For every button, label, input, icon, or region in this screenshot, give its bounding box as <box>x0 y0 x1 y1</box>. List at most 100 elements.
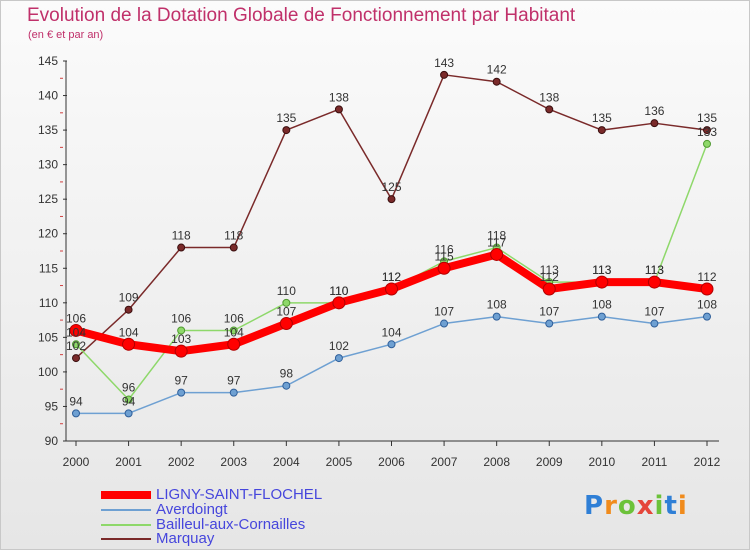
data-label: 118 <box>487 229 506 243</box>
data-point <box>545 319 554 328</box>
data-point <box>334 105 343 114</box>
data-label: 138 <box>539 90 559 104</box>
data-point <box>387 340 396 349</box>
data-label: 107 <box>644 305 664 319</box>
data-label: 113 <box>592 263 611 277</box>
legend-swatch-bailleul <box>101 524 151 526</box>
legend-swatch-ligny <box>101 491 151 499</box>
data-point <box>332 296 346 310</box>
data-label: 97 <box>227 374 241 388</box>
data-point <box>279 317 293 331</box>
data-label: 107 <box>539 305 559 319</box>
data-point <box>490 247 504 261</box>
data-label: 110 <box>329 284 348 298</box>
legend-label-averdoingt: Averdoingt <box>156 501 228 518</box>
data-point <box>282 126 291 135</box>
data-label: 135 <box>697 111 717 125</box>
y-tick-label: 130 <box>38 158 58 172</box>
data-point <box>122 337 136 351</box>
legend-swatch-marquay <box>101 538 151 540</box>
data-point <box>72 409 80 418</box>
data-label: 116 <box>435 242 454 256</box>
data-point <box>437 261 451 275</box>
data-point <box>703 312 711 321</box>
data-label: 115 <box>435 249 454 263</box>
data-point <box>69 323 83 337</box>
data-point <box>595 275 609 289</box>
series-ligny-saint-flochel <box>69 247 714 358</box>
data-label: 106 <box>171 311 191 325</box>
data-point <box>440 70 449 79</box>
x-tick-label: 2008 <box>483 455 510 469</box>
data-point <box>177 243 186 252</box>
data-label: 113 <box>645 263 664 277</box>
data-label: 102 <box>329 339 349 353</box>
data-label: 104 <box>66 325 86 339</box>
data-point <box>177 326 186 335</box>
legend-label-ligny: LIGNY-SAINT-FLOCHEL <box>156 486 323 503</box>
data-label: 98 <box>280 367 294 381</box>
data-label: 94 <box>69 394 83 408</box>
data-point <box>703 139 711 148</box>
legend-label-marquay: Marquay <box>156 530 215 547</box>
legend-swatch-averdoingt <box>101 509 151 511</box>
y-tick-label: 120 <box>38 227 58 241</box>
chart-subtitle: (en € et par an) <box>28 29 104 41</box>
y-tick-label: 110 <box>39 296 58 310</box>
data-point <box>174 344 188 358</box>
x-tick-label: 2012 <box>694 455 721 469</box>
legend-item-bailleul: Bailleul-aux-Cornailles <box>101 516 361 533</box>
data-point <box>597 312 606 321</box>
series-averdoingt <box>72 312 711 418</box>
x-tick-label: 2010 <box>588 455 615 469</box>
x-tick-label: 2003 <box>220 455 247 469</box>
data-label: 94 <box>122 394 136 408</box>
y-tick-label: 100 <box>38 365 58 379</box>
data-label: 106 <box>66 311 86 325</box>
y-tick-label: 125 <box>38 192 58 206</box>
y-tick-label: 90 <box>45 434 59 448</box>
series-marquay <box>72 70 711 363</box>
data-label: 136 <box>644 104 664 118</box>
data-label: 97 <box>174 374 188 388</box>
y-tick-label: 135 <box>38 123 58 137</box>
data-label: 125 <box>381 180 401 194</box>
data-label: 135 <box>592 111 612 125</box>
logo-letter: t <box>664 491 678 521</box>
data-label: 112 <box>382 270 401 284</box>
x-tick-label: 2009 <box>536 455 563 469</box>
data-point <box>124 395 133 404</box>
x-tick-label: 2007 <box>431 455 458 469</box>
data-label: 112 <box>382 270 401 284</box>
data-point <box>387 195 396 204</box>
data-point <box>72 354 80 363</box>
data-label: 108 <box>697 298 717 312</box>
data-label: 113 <box>540 263 559 277</box>
data-label: 107 <box>276 305 296 319</box>
data-label: 104 <box>224 325 244 339</box>
data-point <box>700 282 714 296</box>
y-tick-label: 140 <box>38 89 58 103</box>
data-point <box>124 409 133 418</box>
data-label: 113 <box>592 263 611 277</box>
legend-item-ligny: LIGNY-SAINT-FLOCHEL <box>101 486 361 503</box>
data-point <box>647 275 661 289</box>
data-label: 96 <box>122 381 136 395</box>
data-label: 104 <box>381 325 401 339</box>
data-label: 108 <box>592 298 612 312</box>
x-tick-label: 2005 <box>326 455 353 469</box>
data-point <box>650 119 659 128</box>
data-label: 110 <box>329 284 348 298</box>
logo-letter: r <box>604 491 618 521</box>
data-point <box>545 105 554 114</box>
data-label: 104 <box>119 325 139 339</box>
data-point <box>229 243 238 252</box>
data-label: 113 <box>645 263 664 277</box>
chart-title: Evolution de la Dotation Globale de Fonc… <box>27 5 576 26</box>
data-label: 135 <box>276 111 296 125</box>
logo-letter: i <box>677 491 688 521</box>
data-label: 110 <box>277 284 296 298</box>
y-tick-label: 145 <box>38 54 58 68</box>
